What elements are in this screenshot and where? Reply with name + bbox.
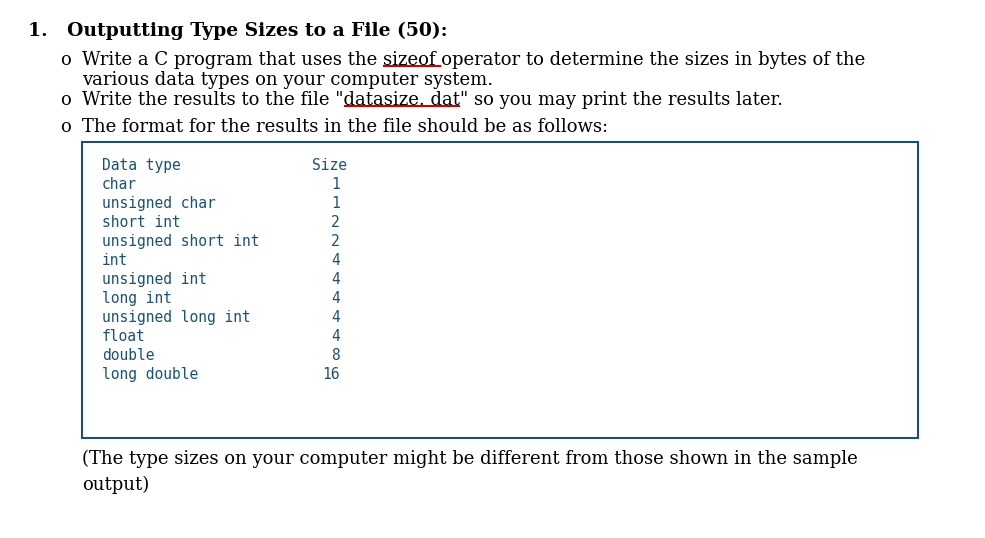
Text: 1.   Outputting Type Sizes to a File (50):: 1. Outputting Type Sizes to a File (50): [28, 22, 447, 40]
Text: sizeof: sizeof [383, 51, 441, 69]
Text: float: float [102, 329, 146, 344]
Text: 2: 2 [331, 234, 340, 249]
Text: double: double [102, 348, 155, 363]
Text: Size: Size [312, 158, 347, 173]
Text: o: o [60, 91, 71, 109]
Text: The format for the results in the file should be as follows:: The format for the results in the file s… [82, 118, 608, 136]
Text: Write the results to the file "datasize. dat" so you may print the results later: Write the results to the file "datasize.… [82, 91, 783, 109]
Text: short int: short int [102, 215, 181, 230]
Text: 4: 4 [331, 329, 340, 344]
Text: 2: 2 [331, 215, 340, 230]
Text: unsigned char: unsigned char [102, 196, 216, 211]
Text: 1: 1 [331, 177, 340, 192]
Text: Data type: Data type [102, 158, 181, 173]
Text: unsigned long int: unsigned long int [102, 310, 251, 325]
Text: unsigned int: unsigned int [102, 272, 207, 287]
Text: 4: 4 [331, 253, 340, 268]
Text: int: int [102, 253, 128, 268]
Text: datasize. dat: datasize. dat [344, 91, 460, 109]
Text: o: o [60, 118, 71, 136]
Text: Write a C program that uses the sizeof operator to determine the sizes in bytes : Write a C program that uses the sizeof o… [82, 51, 865, 69]
Text: o: o [60, 51, 71, 69]
Text: various data types on your computer system.: various data types on your computer syst… [82, 71, 493, 89]
Text: 1: 1 [331, 196, 340, 211]
Text: long int: long int [102, 291, 172, 306]
Text: 4: 4 [331, 272, 340, 287]
Bar [82, 142, 918, 438]
Text: long double: long double [102, 367, 198, 382]
Text: (The type sizes on your computer might be different from those shown in the samp: (The type sizes on your computer might b… [82, 450, 858, 494]
Text: 16: 16 [322, 367, 340, 382]
Text: Write the results to the file ": Write the results to the file " [82, 91, 344, 109]
Text: 4: 4 [331, 291, 340, 306]
Text: Write a C program that uses the: Write a C program that uses the [82, 51, 383, 69]
Text: char: char [102, 177, 137, 192]
Text: datasize.: datasize. [344, 91, 430, 109]
Text: unsigned short int: unsigned short int [102, 234, 259, 249]
Text: 8: 8 [331, 348, 340, 363]
Text: 4: 4 [331, 310, 340, 325]
